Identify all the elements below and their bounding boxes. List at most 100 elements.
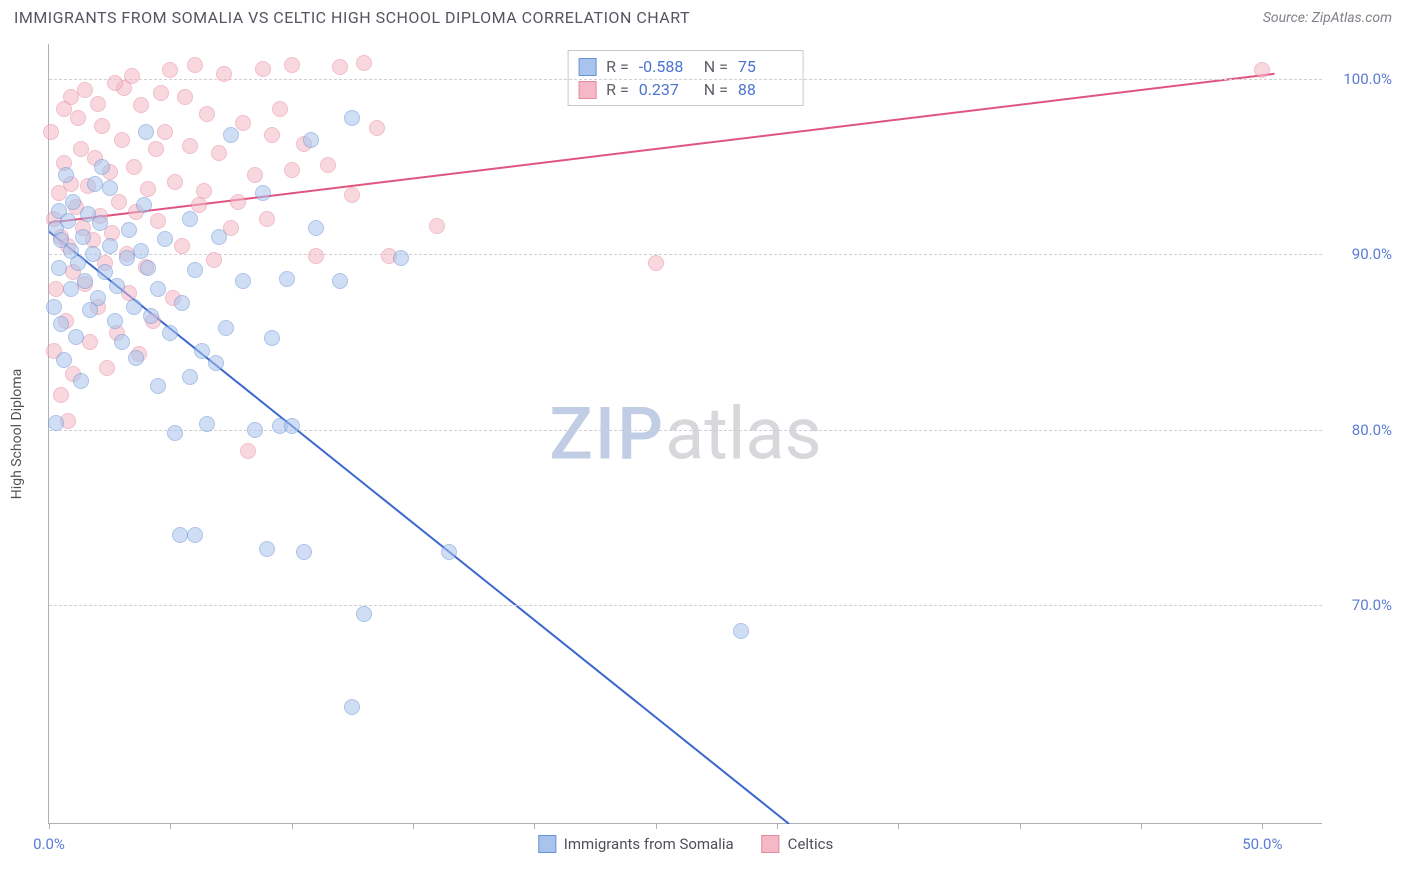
data-point: [223, 127, 239, 143]
data-point: [126, 159, 142, 175]
data-point: [92, 215, 108, 231]
data-point: [235, 273, 251, 289]
data-point: [68, 329, 84, 345]
data-point: [87, 176, 103, 192]
data-point: [136, 197, 152, 213]
data-point: [167, 174, 183, 190]
data-point: [230, 194, 246, 210]
data-point: [187, 57, 203, 73]
data-point: [208, 355, 224, 371]
data-point: [58, 167, 74, 183]
data-point: [133, 243, 149, 259]
chart-source: Source: ZipAtlas.com: [1263, 10, 1392, 26]
data-point: [733, 623, 749, 639]
data-point: [53, 316, 69, 332]
data-point: [216, 66, 232, 82]
data-point: [73, 141, 89, 157]
data-point: [140, 260, 156, 276]
data-point: [109, 278, 125, 294]
gridline-h: [49, 254, 1322, 255]
legend-row-s2: R = 0.237 N = 88: [578, 78, 793, 101]
data-point: [187, 262, 203, 278]
data-point: [43, 124, 59, 140]
n-value-s2: 88: [738, 80, 793, 99]
data-point: [191, 197, 207, 213]
data-point: [121, 222, 137, 238]
legend-row-s1: R = -0.588 N = 75: [578, 55, 793, 78]
data-point: [344, 110, 360, 126]
data-point: [182, 138, 198, 154]
data-point: [99, 360, 115, 376]
data-point: [46, 299, 62, 315]
ytick-label: 90.0%: [1332, 245, 1392, 263]
data-point: [648, 255, 664, 271]
data-point: [247, 422, 263, 438]
data-point: [124, 68, 140, 84]
series-legend: Immigrants from Somalia Celtics: [538, 835, 833, 853]
data-point: [264, 330, 280, 346]
xtick: [656, 823, 657, 829]
data-point: [218, 320, 234, 336]
xtick: [49, 823, 50, 829]
r-value-s2: 0.237: [639, 80, 694, 99]
data-point: [82, 302, 98, 318]
xtick: [534, 823, 535, 829]
data-point: [128, 350, 144, 366]
data-point: [150, 281, 166, 297]
data-point: [73, 373, 89, 389]
data-point: [296, 544, 312, 560]
data-point: [70, 110, 86, 126]
xtick: [170, 823, 171, 829]
data-point: [255, 61, 271, 77]
data-point: [320, 157, 336, 173]
data-point: [199, 106, 215, 122]
data-point: [303, 132, 319, 148]
r-value-s1: -0.588: [639, 57, 694, 76]
data-point: [102, 180, 118, 196]
data-point: [369, 120, 385, 136]
chart-title: IMMIGRANTS FROM SOMALIA VS CELTIC HIGH S…: [14, 8, 690, 27]
ytick-label: 70.0%: [1332, 596, 1392, 614]
data-point: [53, 387, 69, 403]
data-point: [133, 97, 149, 113]
data-point: [429, 218, 445, 234]
data-point: [235, 115, 251, 131]
data-point: [70, 255, 86, 271]
gridline-h: [49, 430, 1322, 431]
data-point: [284, 418, 300, 434]
data-point: [157, 124, 173, 140]
data-point: [51, 260, 67, 276]
swatch-s1: [538, 835, 556, 853]
data-point: [284, 162, 300, 178]
xtick-label: 50.0%: [1242, 835, 1282, 853]
data-point: [56, 352, 72, 368]
data-point: [272, 101, 288, 117]
watermark: ZIPatlas: [549, 391, 821, 476]
data-point: [356, 55, 372, 71]
data-point: [174, 238, 190, 254]
xtick: [777, 823, 778, 829]
legend-item-s1: Immigrants from Somalia: [538, 835, 734, 853]
data-point: [187, 527, 203, 543]
r-label: R =: [606, 57, 629, 76]
legend-item-s2: Celtics: [762, 835, 834, 853]
data-point: [308, 220, 324, 236]
data-point: [344, 699, 360, 715]
data-point: [279, 271, 295, 287]
data-point: [85, 246, 101, 262]
data-point: [150, 378, 166, 394]
data-point: [182, 211, 198, 227]
data-point: [63, 281, 79, 297]
data-point: [199, 416, 215, 432]
xtick-label: 0.0%: [33, 835, 65, 853]
xtick: [1141, 823, 1142, 829]
data-point: [148, 141, 164, 157]
n-label: N =: [704, 57, 728, 76]
swatch-s2: [762, 835, 780, 853]
gridline-h: [49, 79, 1322, 80]
data-point: [194, 343, 210, 359]
data-point: [114, 334, 130, 350]
n-value-s1: 75: [738, 57, 793, 76]
data-point: [167, 425, 183, 441]
xtick: [413, 823, 414, 829]
